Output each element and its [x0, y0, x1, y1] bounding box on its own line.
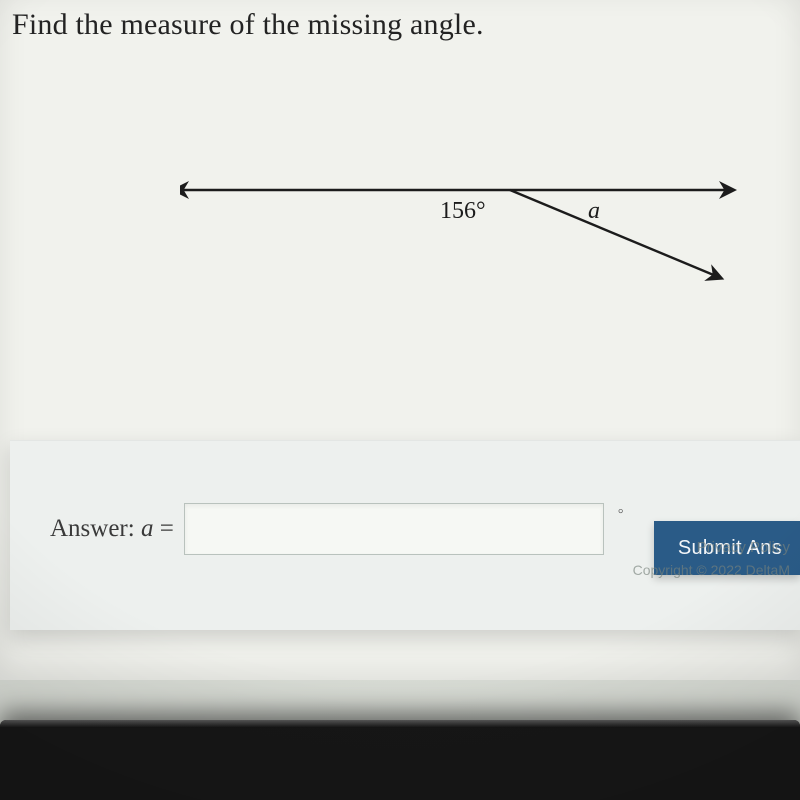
footer-area: Privacy Policy Copyright © 2022 DeltaM [633, 539, 790, 578]
privacy-link[interactable]: Privacy Policy [633, 539, 790, 556]
answer-input[interactable] [184, 503, 604, 555]
screen-photo-wrap: Find the measure of the missing angle. 1… [0, 0, 800, 800]
answer-label: Answer: a = [50, 515, 174, 543]
angle-unknown-label: a [588, 198, 600, 224]
angle-given-label: 156° [440, 198, 486, 224]
answer-equals: = [153, 515, 173, 542]
answer-prefix: Answer: [50, 515, 141, 542]
content-area: Find the measure of the missing angle. 1… [0, 0, 800, 680]
question-text: Find the measure of the missing angle. [12, 8, 484, 42]
copyright-text: Copyright © 2022 DeltaM [633, 562, 790, 578]
degree-symbol: ° [618, 507, 624, 523]
angle-diagram: 156° a [180, 150, 740, 310]
answer-panel: Answer: a = ° Submit Ans [10, 440, 800, 630]
monitor-bezel [0, 720, 800, 800]
answer-variable: a [141, 515, 154, 542]
angled-ray [510, 190, 716, 276]
